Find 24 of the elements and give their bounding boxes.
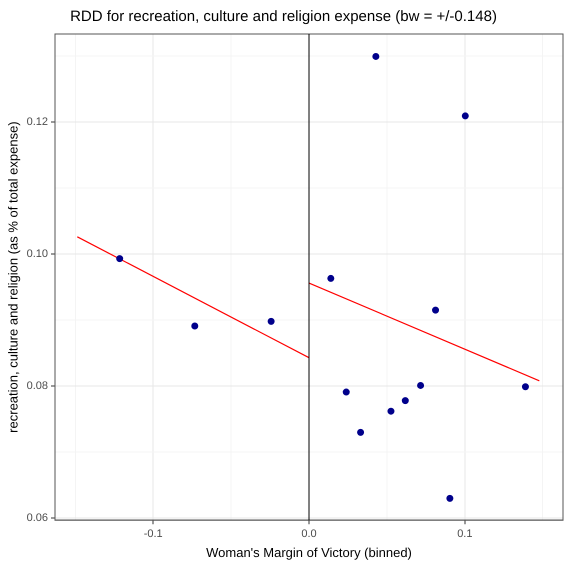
point: [116, 255, 124, 262]
point: [522, 383, 529, 390]
point: [432, 306, 440, 314]
point: [268, 318, 275, 325]
point: [402, 397, 409, 404]
point: [387, 408, 394, 415]
point: [327, 274, 334, 282]
chart-title: RDD for recreation, culture and religion expense (bw = +/-0.148): [70, 8, 497, 26]
point: [462, 112, 469, 120]
y-tick-label: 0.06: [26, 512, 48, 524]
y-tick-label: 0.08: [26, 380, 48, 392]
y-tick-label: 0.12: [26, 116, 48, 128]
point: [417, 382, 424, 389]
point: [372, 52, 380, 60]
point: [191, 322, 198, 330]
x-tick-label: 0.0: [301, 528, 317, 540]
y-axis-title: recreation, culture and religion (as % of total expense): [5, 121, 20, 433]
point: [357, 428, 364, 436]
point: [446, 494, 454, 502]
x-axis-title: Woman's Margin of Victory (binned): [206, 544, 412, 560]
y-tick-label: 0.10: [26, 248, 48, 260]
point: [342, 388, 350, 396]
x-tick-label: -0.1: [144, 528, 163, 540]
x-tick-label: 0.1: [457, 528, 472, 540]
